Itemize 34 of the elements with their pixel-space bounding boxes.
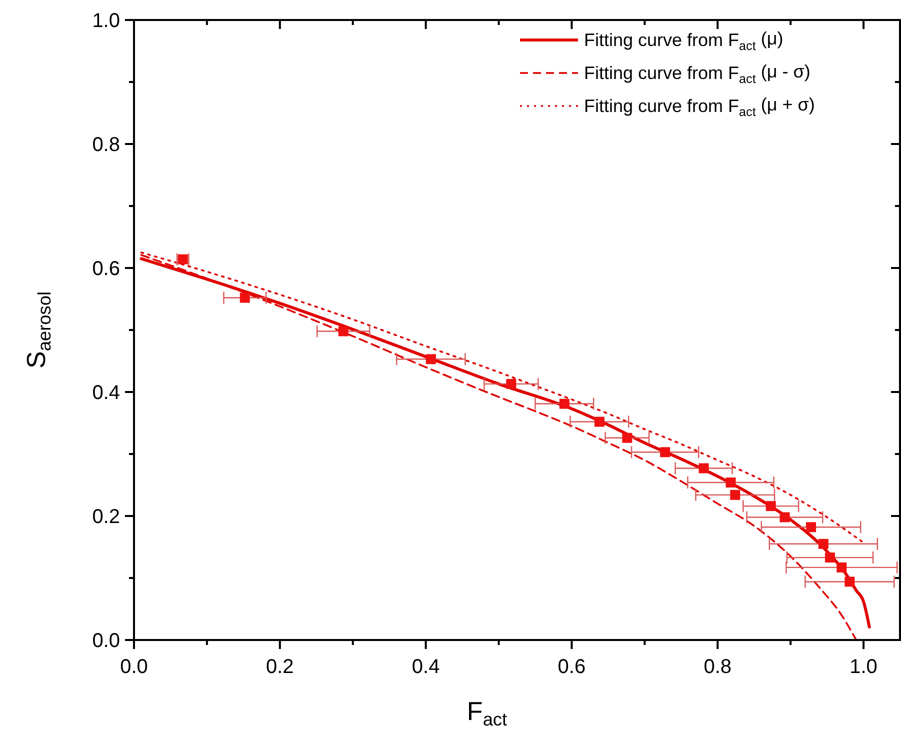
x-axis-title: F$_{act}$ — [466, 696, 508, 730]
point — [622, 432, 632, 443]
point — [844, 576, 855, 587]
y-tick-label: 0.2 — [92, 506, 120, 528]
point — [338, 326, 348, 336]
x-tick-label: 0.0 — [120, 656, 148, 678]
x-tick-label: 0.4 — [412, 656, 440, 678]
legend-label: Fitting curve from F$_{act}$ (μ) — [584, 28, 784, 53]
legend-label: Fitting curve from F$_{act}$ (μ - σ) — [584, 61, 810, 86]
point — [506, 378, 516, 389]
point — [660, 447, 670, 458]
x-tick-label: 0.8 — [704, 656, 732, 678]
y-tick-label: 1.0 — [92, 10, 120, 32]
point — [426, 354, 436, 364]
x-tick-label: 1.0 — [850, 656, 878, 678]
y-tick-label: 0.4 — [92, 382, 120, 404]
point — [806, 522, 816, 532]
point — [836, 562, 847, 572]
point — [780, 512, 790, 522]
x-tick-label: 0.6 — [558, 656, 586, 678]
y-tick-label: 0.6 — [92, 258, 120, 280]
point — [559, 398, 570, 409]
y-tick-label: 0.8 — [92, 134, 120, 156]
point — [730, 490, 740, 500]
point — [594, 416, 604, 427]
point — [818, 538, 828, 549]
y-tick-label: 0.0 — [92, 630, 120, 652]
x-tick-label: 0.2 — [266, 656, 294, 678]
point — [824, 552, 835, 563]
point — [726, 478, 736, 488]
point — [240, 292, 250, 303]
point — [698, 463, 709, 474]
legend-label: Fitting curve from F$_{act}$ (μ + σ) — [584, 94, 815, 119]
point — [766, 501, 776, 512]
